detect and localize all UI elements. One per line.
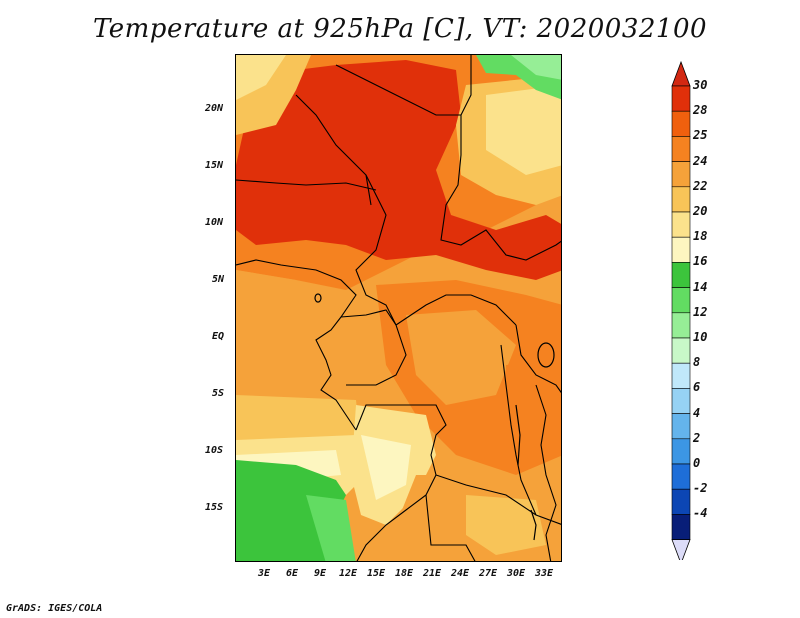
country-borders [236,55,561,561]
colorbar-swatch [671,262,691,288]
lat-tick-20n: 20N [205,103,224,114]
lon-tick-24e: 24E [451,568,470,579]
colorbar-label: 24 [693,153,708,168]
lon-tick-21e: 21E [423,568,442,579]
colorbar-swatch [671,85,691,112]
lon-tick-33e: 33E [535,568,554,579]
colorbar-label: 14 [693,279,708,294]
lat-tick-5n: 5N [212,274,225,285]
colorbar-label: 20 [693,204,708,218]
colorbar-bottom-arrow [671,539,691,560]
lat-tick-eq: EQ [212,331,225,342]
map-title: Temperature at 925hPa [C], VT: 202003210… [92,14,708,44]
lon-tick-3e: 3E [258,568,271,579]
colorbar-label: 25 [693,128,708,143]
lon-tick-30e: 30E [507,568,526,579]
colorbar-label: 6 [693,380,701,395]
lon-tick-9e: 9E [314,568,327,579]
lat-tick-15s: 15S [205,502,224,513]
colorbar [671,60,691,560]
colorbar-swatch [671,110,691,137]
colorbar-label: 12 [693,304,708,319]
colorbar-label: 10 [693,330,708,344]
colorbar-swatch [671,362,691,389]
credit-text: GrADS: IGES/COLA [6,603,103,614]
colorbar-label: -2 [693,481,708,496]
lon-tick-15e: 15E [367,568,386,579]
colorbar-label: 18 [693,229,708,244]
colorbar-label: 22 [693,178,708,193]
lon-tick-18e: 18E [395,568,414,579]
colorbar-swatch [671,388,691,414]
colorbar-swatch [671,186,691,213]
colorbar-swatch [671,413,691,440]
lakes [314,293,555,541]
colorbar-label: 8 [693,355,701,370]
colorbar-label: 16 [693,254,708,269]
lon-tick-12e: 12E [339,568,358,579]
colorbar-label: 28 [693,103,708,118]
colorbar-top-arrow [671,60,691,87]
colorbar-swatch [671,463,691,490]
lon-tick-27e: 27E [479,568,498,579]
lat-tick-10n: 10N [205,217,224,228]
lon-tick-6e: 6E [286,568,299,579]
colorbar-label: 4 [693,405,701,420]
colorbar-swatch [671,514,691,540]
lat-tick-10s: 10S [205,445,224,456]
colorbar-swatch [671,211,691,238]
colorbar-label: 2 [693,430,701,445]
colorbar-label: -4 [693,506,708,521]
colorbar-swatch [671,136,691,162]
colorbar-swatch [671,337,691,364]
colorbar-swatch [671,438,691,465]
lat-tick-5s: 5S [212,388,225,399]
colorbar-swatch [671,312,691,339]
lat-tick-15n: 15N [205,160,224,171]
temperature-field [236,55,561,561]
colorbar-swatch [671,161,691,188]
colorbar-swatch [671,287,691,314]
colorbar-swatch [671,236,691,263]
temperature-map [235,54,562,562]
colorbar-label: 30 [693,78,708,92]
colorbar-swatch [671,488,691,515]
colorbar-label: 0 [693,456,701,470]
